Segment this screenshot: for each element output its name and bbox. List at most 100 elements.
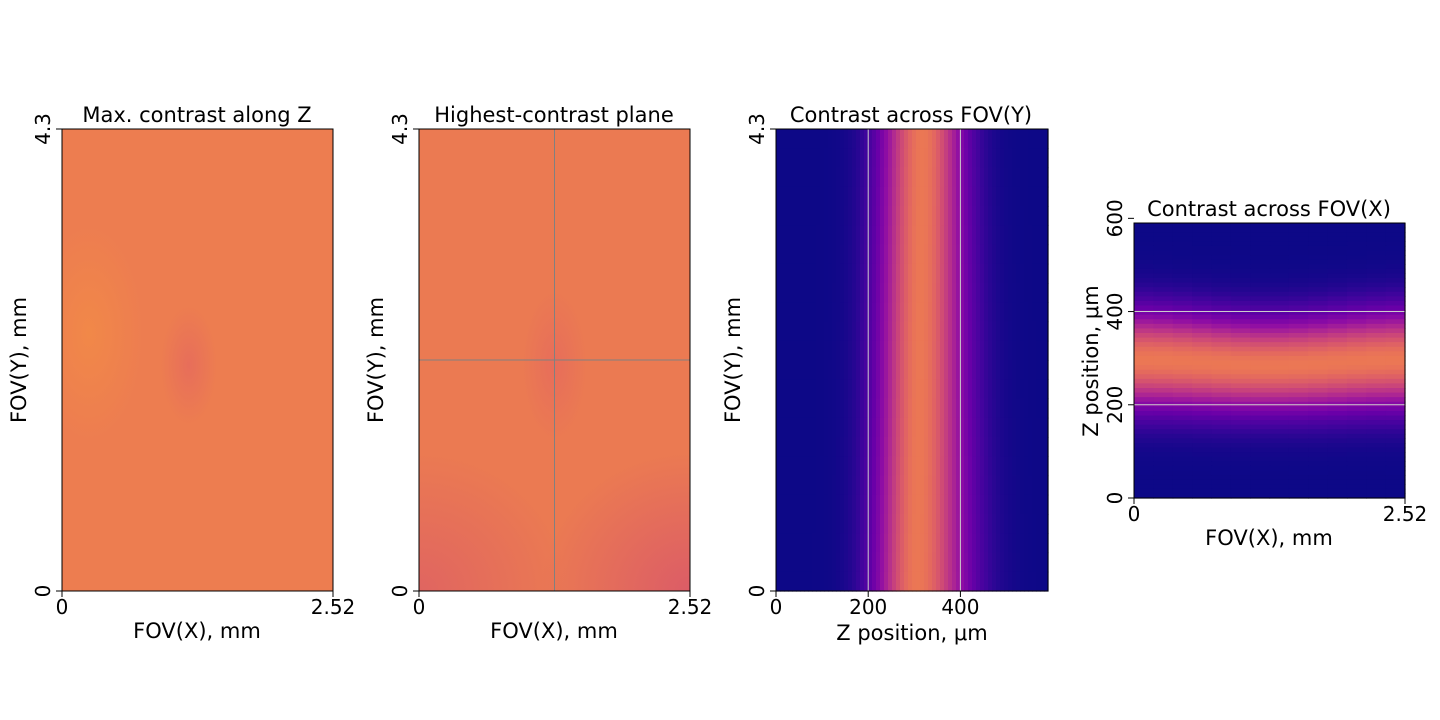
heatmap-cell — [1192, 333, 1213, 339]
heatmap-cell — [924, 475, 929, 496]
heatmap-cell — [976, 225, 981, 246]
heatmap-cell — [932, 552, 937, 573]
heatmap-cell — [1308, 300, 1329, 307]
heatmap-cell — [960, 475, 965, 496]
heatmap-cell — [900, 167, 905, 188]
heatmap-cell — [1192, 227, 1213, 233]
heatmap-cell — [912, 244, 917, 265]
heatmap-cell — [1028, 244, 1033, 265]
heatmap-cell — [1385, 273, 1406, 279]
heatmap-cell — [1230, 300, 1251, 307]
heatmap-cell — [1346, 337, 1367, 343]
heatmap-cell — [1308, 360, 1329, 366]
heatmap-cell — [884, 225, 889, 246]
heatmap-cell — [816, 514, 821, 534]
heatmap-cell — [1040, 340, 1045, 361]
heatmap-cell — [1016, 398, 1021, 419]
heatmap-cell — [1040, 263, 1045, 284]
heatmap-cell — [1366, 223, 1387, 229]
heatmap-cell — [1346, 287, 1367, 293]
heatmap-cell — [868, 148, 873, 169]
heatmap-cell — [916, 552, 921, 573]
heatmap-cell — [896, 340, 901, 361]
heatmap-cell — [1028, 167, 1033, 188]
heatmap-cell — [1250, 365, 1271, 371]
heatmap-cell — [1153, 319, 1174, 325]
heatmap-cell — [1032, 148, 1037, 169]
heatmap-cell — [1346, 323, 1367, 330]
heatmap-cell — [984, 206, 989, 226]
heatmap-cell — [776, 552, 781, 573]
heatmap-cell — [1153, 470, 1174, 476]
heatmap-cell — [1288, 351, 1309, 357]
heatmap-cell — [1385, 241, 1406, 247]
heatmap-cell — [944, 321, 949, 342]
heatmap-cell — [1016, 571, 1021, 592]
heatmap-cell — [876, 186, 881, 207]
heatmap-cell — [1269, 378, 1290, 385]
heatmap-cell — [852, 186, 857, 207]
heatmap-cell — [1134, 333, 1154, 339]
heatmap-cell — [780, 321, 785, 342]
heatmap-cell — [1269, 475, 1290, 481]
heatmap-cell — [896, 225, 901, 246]
heatmap-cell — [916, 437, 921, 457]
heatmap-cell — [832, 417, 837, 438]
heatmap-cell — [1172, 484, 1193, 490]
heatmap-cell — [1385, 282, 1406, 288]
heatmap-cell — [1269, 273, 1290, 279]
heatmap-cell — [1134, 282, 1154, 288]
heatmap-cell — [948, 571, 953, 592]
heatmap-cell — [780, 533, 785, 554]
heatmap-cell — [836, 206, 841, 226]
heatmap-cell — [1366, 305, 1387, 311]
heatmap-cell — [1192, 282, 1213, 288]
heatmap-cell — [1269, 470, 1290, 476]
heatmap-cell — [872, 244, 877, 265]
heatmap-cell — [796, 475, 801, 496]
heatmap-cell — [1288, 305, 1309, 311]
heatmap-cell — [1172, 346, 1193, 352]
heatmap-cell — [908, 186, 913, 207]
heatmap-cell — [952, 225, 957, 246]
heatmap-cell — [952, 398, 957, 419]
heatmap-cell — [1016, 456, 1021, 477]
heatmap-cell — [820, 244, 825, 265]
heatmap-cell — [1153, 374, 1174, 380]
heatmap-cell — [1153, 429, 1174, 435]
heatmap-cell — [1153, 223, 1174, 229]
heatmap-cell — [916, 206, 921, 226]
heatmap-cell — [860, 263, 865, 284]
heatmap-cell — [784, 398, 789, 419]
heatmap-cell — [1192, 346, 1213, 352]
heatmap-cell — [1250, 245, 1271, 252]
heatmap-cell — [864, 206, 869, 226]
heatmap-cell — [1308, 479, 1329, 485]
heatmap-cell — [1040, 552, 1045, 573]
heatmap-cell — [868, 417, 873, 438]
heatmap-cell — [836, 244, 841, 265]
heatmap-cell — [912, 494, 917, 515]
heatmap-cell — [852, 129, 857, 149]
heatmap-cell — [992, 148, 997, 169]
heatmap-cell — [888, 437, 893, 457]
heatmap-cell — [1250, 259, 1271, 265]
heatmap-cell — [992, 302, 997, 323]
heatmap-cell — [1134, 388, 1154, 394]
heatmap-cell — [1036, 148, 1041, 169]
heatmap-cell — [1153, 433, 1174, 440]
heatmap-cell — [816, 456, 821, 477]
heatmap-cell — [888, 321, 893, 342]
heatmap-cell — [1288, 493, 1309, 499]
heatmap-cell — [1032, 417, 1037, 438]
heatmap-cell — [1211, 223, 1232, 229]
heatmap-cell — [840, 437, 845, 457]
heatmap-cell — [1172, 388, 1193, 394]
heatmap-cell — [824, 552, 829, 573]
heatmap-cell — [856, 283, 861, 303]
heatmap-cell — [1044, 533, 1049, 554]
heatmap-cell — [1366, 287, 1387, 293]
heatmap-cell — [1230, 268, 1251, 275]
heatmap-cell — [1028, 129, 1033, 149]
heatmap-cell — [980, 456, 985, 477]
